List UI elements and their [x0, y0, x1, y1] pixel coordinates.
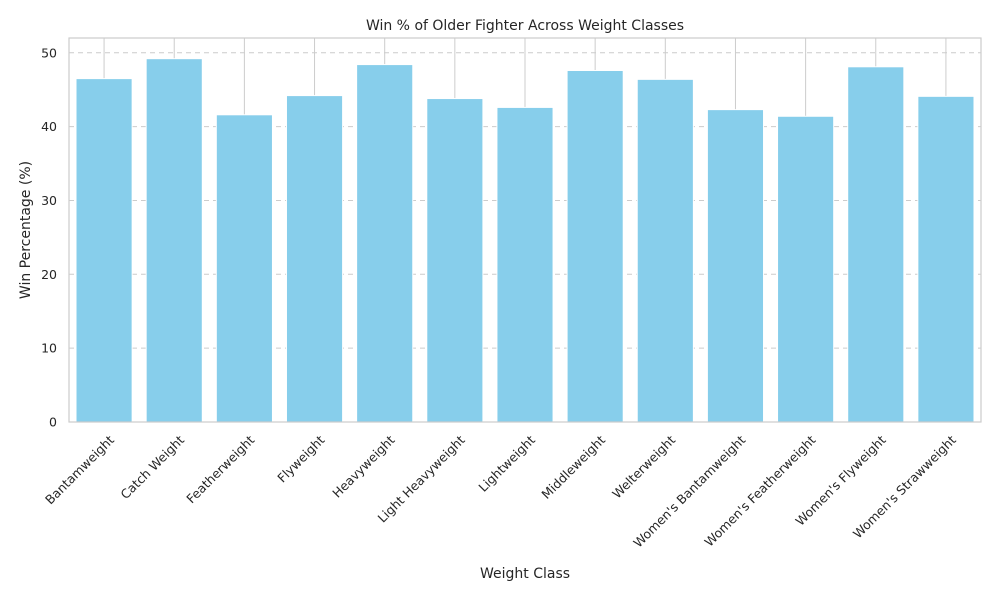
plot-frame [68, 37, 982, 423]
bar [285, 95, 344, 423]
x-tick-label: Welterweight [609, 432, 678, 501]
bars [75, 58, 975, 423]
x-tick-label: Featherweight [183, 432, 257, 506]
y-tick-label: 50 [41, 45, 57, 60]
bar [706, 109, 765, 423]
bar [847, 66, 905, 423]
x-tick-label: Middleweight [538, 432, 608, 502]
bar [777, 115, 835, 423]
y-axis-label: Win Percentage (%) [18, 161, 34, 299]
x-tick-label: Flyweight [274, 432, 327, 485]
bar [145, 58, 203, 423]
y-tick-label: 30 [41, 193, 57, 208]
x-tick-label: Women's Bantamweight [630, 432, 748, 550]
x-axis-label: Weight Class [480, 566, 570, 582]
x-tick-label: Catch Weight [117, 432, 187, 502]
bar [75, 78, 133, 423]
y-tick-labels: 0 10 20 30 40 50 [41, 45, 57, 429]
bar [426, 98, 484, 423]
bar [636, 78, 694, 423]
x-tick-label: Bantamweight [42, 432, 117, 507]
chart-title: Win % of Older Fighter Across Weight Cla… [366, 18, 684, 34]
y-tick-label: 10 [41, 341, 57, 356]
bar [215, 114, 273, 423]
bar [496, 106, 554, 423]
bar [917, 95, 975, 423]
y-tick-label: 40 [41, 119, 57, 134]
x-tick-label: Lightweight [475, 432, 538, 495]
y-tick-label: 20 [41, 267, 57, 282]
y-tick-label: 0 [49, 415, 57, 430]
bar [566, 69, 624, 423]
x-tick-label: Heavyweight [329, 432, 397, 500]
bar [356, 64, 414, 423]
